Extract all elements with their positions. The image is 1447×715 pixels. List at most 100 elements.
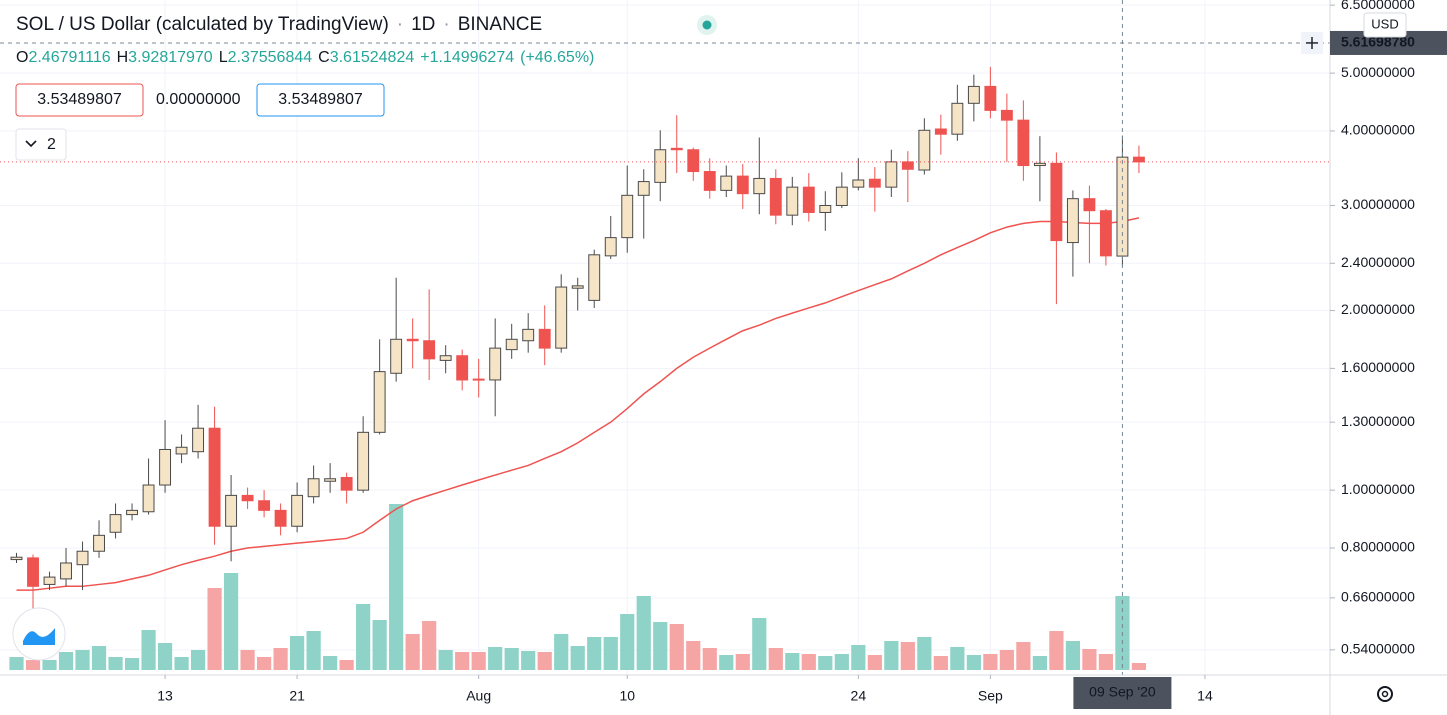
volume-bar [537,652,552,670]
candle-body [241,494,254,502]
volume-bar [190,650,206,670]
ohlc-key: L [219,49,228,66]
currency-box [1363,12,1407,38]
volume-bar [306,631,321,670]
candle-body [604,237,617,257]
volume-bar [867,655,882,670]
candle-body [175,446,188,455]
volume-bar [240,650,255,670]
candle-body [1132,156,1145,163]
logo-badge[interactable] [12,607,66,661]
candle-body [786,186,799,216]
volume-bar [900,642,915,670]
candle-body [934,128,947,135]
y-tick-label: 2.40000000 [1341,254,1415,270]
volume-bar [653,622,668,670]
candle-body [819,204,832,213]
candle-body [802,186,815,213]
candle-body [1050,162,1063,242]
volume-bar [570,646,585,670]
volume-bar [719,655,734,670]
y-tick-label: 6.50000000 [1341,0,1415,12]
x-tick-label: 24 [851,688,867,704]
overlay [0,0,1330,675]
volume-bar [108,657,123,670]
volume-bar [686,641,701,670]
candle-body [654,149,667,183]
axes: 6.50000000 5.00000000 4.00000000 3.00000000… [157,0,1447,709]
crosshair-date-label: 09 Sep '20 [1089,684,1156,700]
settings-icon-center [1381,690,1389,698]
volume-bar [223,573,239,670]
volume-bar [290,636,305,670]
volume-bar [620,614,635,670]
candle-body [439,355,452,361]
logo-icon [23,628,55,645]
x-tick-label: Sep [978,688,1003,704]
volume-bar [1098,654,1114,670]
volume-bar [422,621,437,670]
change: +1.14996274 [420,49,514,66]
candle-body [522,328,535,342]
candle-body [456,355,469,381]
value-box[interactable] [15,83,144,117]
volume-bar [58,652,74,670]
y-tick-label: 1.00000000 [1341,481,1415,497]
change-percent: (+46.65%) [520,49,594,66]
candle-body [43,576,56,585]
volume-bar [999,650,1014,670]
candle-body [307,478,320,498]
volume-bar [75,650,90,670]
volume-bar [983,654,998,670]
settings-icon[interactable] [1377,686,1393,702]
volume-bar [488,647,503,670]
ohlc-value: 2.46791116 [28,49,110,66]
x-tick-label: 21 [289,688,305,704]
volume-bar [735,654,750,670]
candle-body [10,556,23,561]
x-tick-label: Aug [466,688,491,704]
candle-body [703,171,716,191]
candle-body [720,175,733,191]
volume-bar [438,650,453,670]
candle-body [357,431,370,491]
chart-title: SOL / US Dollar (calculated by TradingVi… [16,14,542,35]
candle-body [868,178,881,188]
separator: · [443,14,449,35]
volume-bar [25,660,41,670]
volume-bar [1032,656,1047,670]
candle-body [258,500,271,511]
candle-body [390,338,403,374]
volume-bar [702,648,717,670]
interval: 1D [411,14,435,35]
volume-bar [42,660,57,670]
ohlc-key: O [16,49,28,66]
volume-bar [521,651,536,670]
candle-body [489,347,502,381]
candle-body [373,371,386,433]
ohlc-value: 3.61524824 [330,49,415,66]
volume-bar [933,656,948,670]
currency-label: USD [1371,16,1398,31]
candle-body [340,477,353,491]
candle-body [76,550,89,566]
candle-body [423,340,436,360]
indicators-toggle[interactable] [15,128,67,161]
indicators-count: 2 [47,136,56,153]
symbol: SOL / US Dollar (calculated by TradingVi… [16,14,389,35]
volume-bar [669,624,684,670]
volume-bar [323,656,338,670]
candle-body [901,161,914,170]
volume-bar [917,637,932,670]
candle-body [324,478,337,482]
value-box[interactable] [256,83,385,117]
y-tick-label: 1.30000000 [1341,413,1415,429]
candle-body [27,557,39,587]
candle-body [291,494,304,527]
candle-body [852,179,865,188]
candle-body [769,177,782,216]
volume-bar [9,657,24,670]
volume-bar [851,645,866,670]
volume-bar [966,655,981,670]
value-box-text: 3.53489807 [278,91,363,108]
